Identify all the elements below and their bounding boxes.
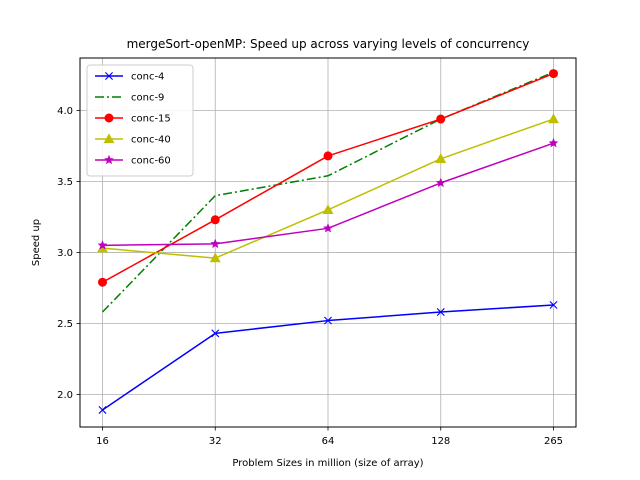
data-point (436, 114, 446, 124)
legend-marker (104, 113, 114, 123)
data-point (322, 204, 334, 215)
data-point (211, 329, 220, 338)
legend-label: conc-60 (131, 156, 171, 167)
axis-ticks: 16 32 64 128 265 2.0 2.5 3.0 3.5 4.0 (57, 106, 563, 447)
y-tick-label: 4.0 (57, 106, 73, 117)
x-tick-label: 265 (544, 436, 563, 447)
data-point (98, 405, 107, 414)
x-axis-label: Problem Sizes in million (size of array) (232, 458, 423, 469)
legend-label: conc-40 (131, 135, 171, 146)
data-point (323, 151, 333, 161)
data-point (436, 308, 445, 317)
data-point (435, 153, 447, 163)
legend-marker (105, 72, 113, 80)
y-tick-label: 3.0 (57, 248, 73, 259)
legend-entry: conc-9 (95, 93, 164, 104)
legend-label: conc-15 (131, 114, 171, 125)
data-point (549, 300, 558, 309)
data-point (548, 137, 559, 148)
legend-box (86, 64, 194, 177)
data-point (322, 223, 334, 233)
x-tick-label: 64 (322, 436, 335, 447)
data-point (98, 277, 107, 287)
series-conc-60 (97, 137, 559, 250)
series-conc-15 (98, 69, 558, 287)
data-point (97, 240, 108, 250)
legend-label: conc-4 (131, 72, 164, 83)
y-axis-label: Speed up (31, 219, 42, 266)
legend-marker (103, 133, 115, 144)
data-point (210, 215, 220, 225)
x-tick-label: 128 (431, 436, 450, 447)
x-tick-label: 32 (209, 436, 222, 447)
legend-entry: conc-4 (95, 72, 164, 83)
legend-entry: conc-60 (95, 154, 171, 167)
data-point (548, 113, 559, 124)
data-point (549, 69, 558, 79)
chart-title: mergeSort-openMP: Speed up across varyin… (127, 37, 530, 51)
data-point (210, 238, 221, 249)
y-tick-label: 3.5 (57, 177, 73, 188)
series-lines (97, 69, 559, 414)
data-point (324, 316, 332, 325)
grid (80, 58, 576, 427)
legend-marker (103, 154, 115, 165)
y-tick-label: 2.0 (57, 390, 73, 401)
legend: conc-4 conc-9 conc-15 conc-40 conc-60 (86, 64, 194, 177)
legend-entry: conc-15 (95, 113, 171, 125)
data-point (209, 252, 221, 263)
legend-entry: conc-40 (95, 133, 171, 146)
y-tick-label: 2.5 (57, 319, 73, 330)
x-tick-label: 16 (96, 436, 109, 447)
legend-label: conc-9 (131, 93, 164, 104)
series-conc-4 (98, 300, 558, 414)
data-point (435, 177, 446, 188)
